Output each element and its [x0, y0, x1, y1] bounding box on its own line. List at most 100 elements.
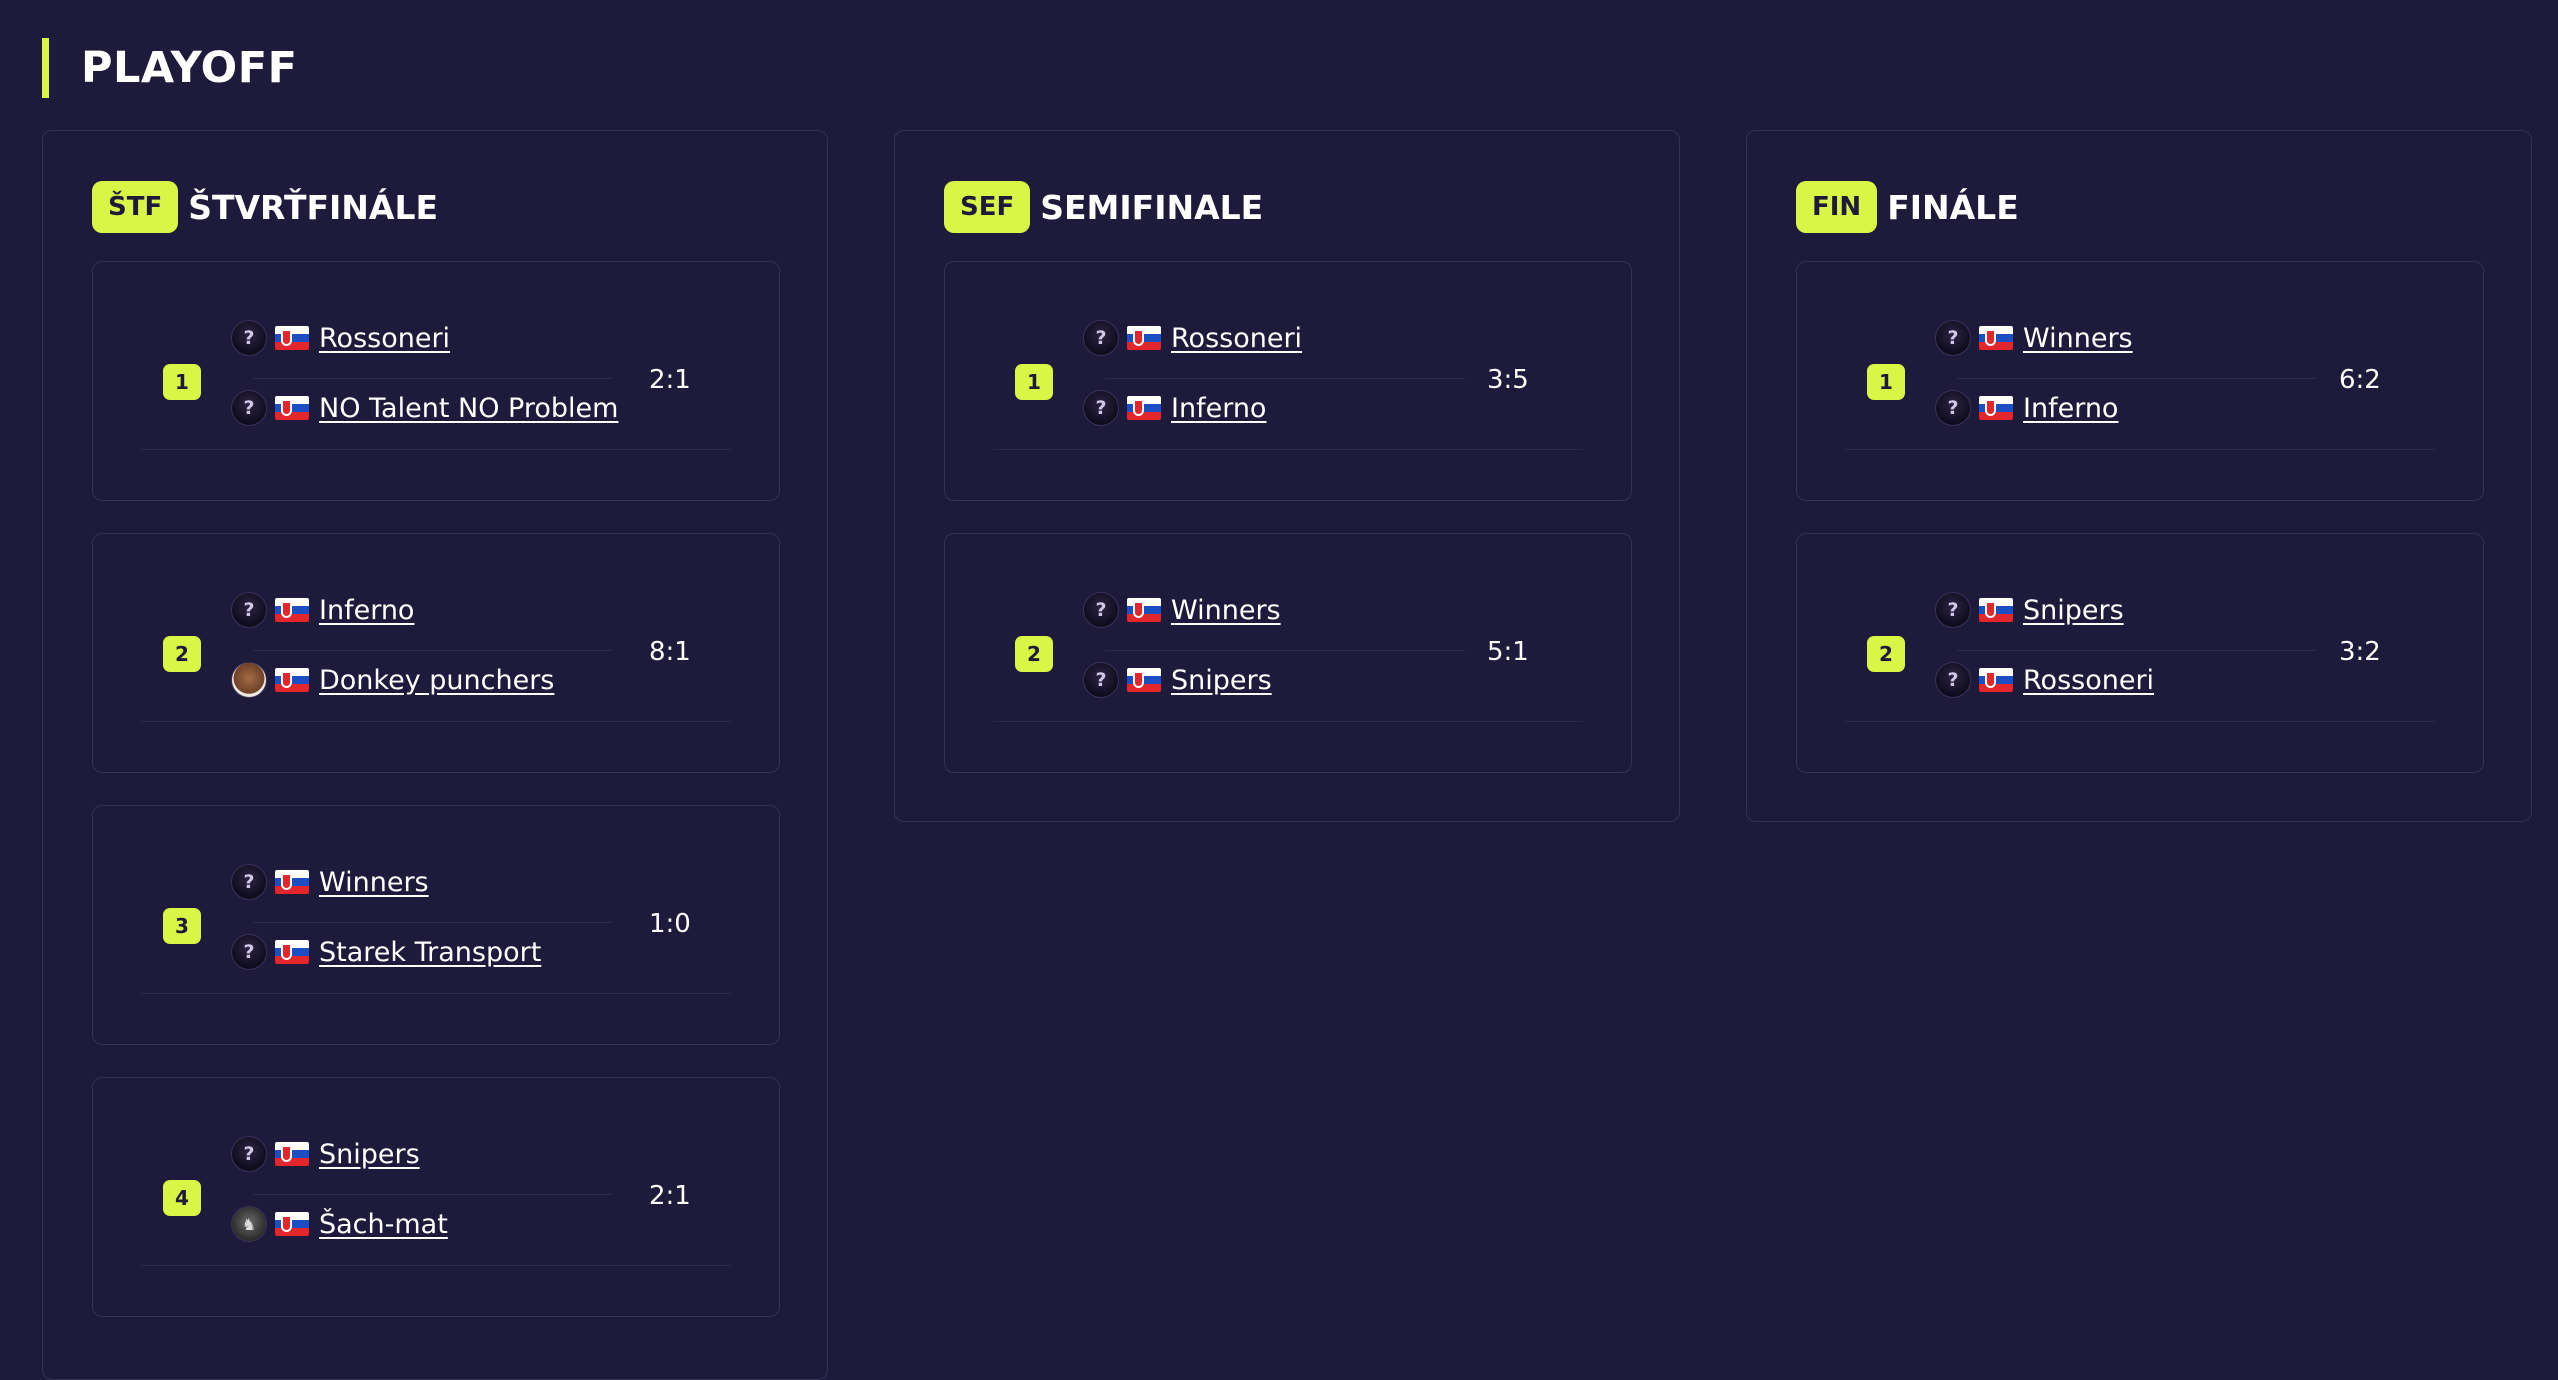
match-card: 1? Winners? Inferno 6:2: [1796, 261, 2484, 501]
match-score: 3:5: [1487, 365, 1529, 395]
card-divider: [993, 721, 1583, 722]
team-photo-avatar: [231, 662, 267, 698]
slovakia-flag-icon: [1979, 396, 2013, 420]
slovakia-flag-icon: [275, 668, 309, 692]
team-link[interactable]: Inferno: [1171, 392, 1267, 424]
team-link[interactable]: Šach-mat: [319, 1208, 448, 1240]
header-accent-bar: [42, 38, 49, 98]
question-avatar: ?: [1083, 662, 1119, 698]
slovakia-flag-icon: [275, 326, 309, 350]
round-header: ŠTF ŠTVRŤFINÁLE: [92, 181, 438, 233]
slovakia-flag-icon: [1127, 668, 1161, 692]
team-row: ? Rossoneri: [231, 318, 450, 358]
team-row: ? Rossoneri: [1083, 318, 1302, 358]
question-avatar: ?: [1935, 592, 1971, 628]
match-card: 1? Rossoneri? NO Talent NO Problem 2:1: [92, 261, 780, 501]
card-divider: [141, 449, 731, 450]
team-link[interactable]: Winners: [2023, 322, 2133, 354]
match-score: 1:0: [649, 909, 691, 939]
team-link[interactable]: Winners: [319, 866, 429, 898]
team-link[interactable]: Winners: [1171, 594, 1281, 626]
slovakia-flag-icon: [1979, 598, 2013, 622]
slovakia-flag-icon: [275, 1142, 309, 1166]
question-avatar: ?: [231, 592, 267, 628]
slovakia-flag-icon: [275, 396, 309, 420]
match-number-badge: 2: [1015, 636, 1053, 672]
team-row: ? Snipers: [1083, 660, 1272, 700]
team-link[interactable]: Inferno: [319, 594, 415, 626]
row-divider: [253, 378, 613, 379]
page-header: PLAYOFF: [42, 38, 297, 98]
card-divider: [141, 993, 731, 994]
question-avatar: ?: [1935, 390, 1971, 426]
team-link[interactable]: Donkey punchers: [319, 664, 555, 696]
match-score: 3:2: [2339, 637, 2381, 667]
match-number-badge: 2: [163, 636, 201, 672]
team-link[interactable]: Starek Transport: [319, 936, 542, 968]
team-link[interactable]: Rossoneri: [2023, 664, 2155, 696]
team-link[interactable]: Snipers: [2023, 594, 2124, 626]
match-number-badge: 4: [163, 1180, 201, 1216]
row-divider: [1105, 378, 1465, 379]
team-row: ? Starek Transport: [231, 932, 541, 972]
question-avatar: ?: [1083, 592, 1119, 628]
match-score: 2:1: [649, 365, 691, 395]
row-divider: [253, 1194, 613, 1195]
team-row: ? Winners: [1083, 590, 1281, 630]
match-card: 2? Inferno Donkey punchers 8:1: [92, 533, 780, 773]
card-divider: [1845, 449, 2435, 450]
question-avatar: ?: [1083, 320, 1119, 356]
team-link[interactable]: Snipers: [1171, 664, 1272, 696]
round-column: ŠTF ŠTVRŤFINÁLE 1? Rossoneri? NO Talent NO P…: [42, 130, 828, 1380]
team-link[interactable]: Inferno: [2023, 392, 2119, 424]
team-link[interactable]: Snipers: [319, 1138, 420, 1170]
question-avatar: ?: [231, 390, 267, 426]
round-title: SEMIFINALE: [1040, 187, 1264, 227]
question-avatar: ?: [231, 934, 267, 970]
team-link[interactable]: Rossoneri: [1171, 322, 1303, 354]
team-row: ? Inferno: [231, 590, 414, 630]
match-score: 6:2: [2339, 365, 2381, 395]
card-divider: [141, 1265, 731, 1266]
team-row: ? Winners: [1935, 318, 2133, 358]
round-title: FINÁLE: [1887, 187, 2019, 227]
match-card: 4 ? Snipers ♞ Šach-mat 2:1: [92, 1077, 780, 1317]
round-column: SEF SEMIFINALE 1? Rossoneri? Inferno 3:5 2? Win…: [894, 130, 1680, 822]
slovakia-flag-icon: [275, 870, 309, 894]
card-divider: [993, 449, 1583, 450]
question-avatar: ?: [231, 320, 267, 356]
row-divider: [253, 650, 613, 651]
team-row: ? Inferno: [1935, 388, 2118, 428]
slovakia-flag-icon: [1127, 598, 1161, 622]
round-column: FIN FINÁLE 1? Winners? Inferno 6:2 2? Snipers? R…: [1746, 130, 2532, 822]
row-divider: [253, 922, 613, 923]
match-score: 5:1: [1487, 637, 1529, 667]
card-divider: [1845, 721, 2435, 722]
match-card: 1? Rossoneri? Inferno 3:5: [944, 261, 1632, 501]
team-row: Donkey punchers: [231, 660, 554, 700]
match-score: 2:1: [649, 1181, 691, 1211]
match-number-badge: 2: [1867, 636, 1905, 672]
team-row: ? Snipers: [231, 1134, 420, 1174]
team-row: ? Inferno: [1083, 388, 1266, 428]
team-link[interactable]: Rossoneri: [319, 322, 451, 354]
round-header: FIN FINÁLE: [1796, 181, 2019, 233]
knight-avatar: ♞: [231, 1206, 267, 1242]
slovakia-flag-icon: [275, 940, 309, 964]
slovakia-flag-icon: [275, 1212, 309, 1236]
team-link[interactable]: NO Talent NO Problem: [319, 392, 619, 424]
question-avatar: ?: [1935, 320, 1971, 356]
match-number-badge: 1: [1015, 364, 1053, 400]
match-card: 3? Winners? Starek Transport 1:0: [92, 805, 780, 1045]
team-row: ? Winners: [231, 862, 429, 902]
page-title: PLAYOFF: [81, 43, 298, 93]
question-avatar: ?: [231, 864, 267, 900]
team-row: ♞ Šach-mat: [231, 1204, 448, 1244]
question-avatar: ?: [1935, 662, 1971, 698]
question-avatar: ?: [1083, 390, 1119, 426]
slovakia-flag-icon: [1979, 668, 2013, 692]
card-divider: [141, 721, 731, 722]
row-divider: [1105, 650, 1465, 651]
playoff-bracket: ŠTF ŠTVRŤFINÁLE 1? Rossoneri? NO Talent NO P…: [42, 130, 2534, 1380]
row-divider: [1957, 378, 2317, 379]
